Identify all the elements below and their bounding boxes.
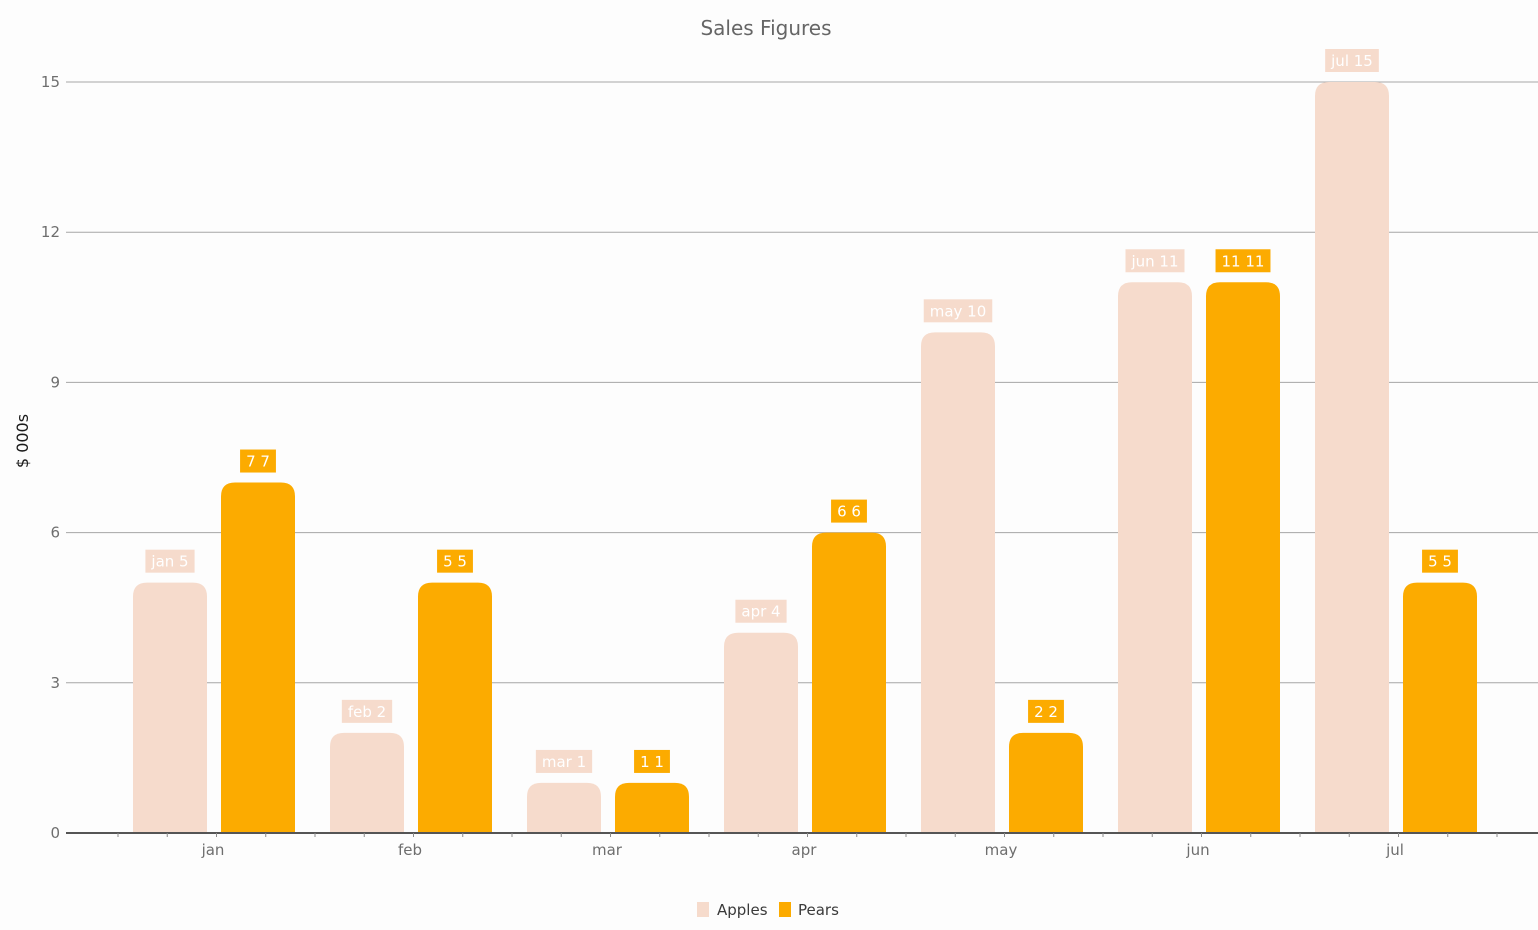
bar-pears-mar — [615, 782, 689, 833]
data-label-box — [634, 749, 670, 773]
data-label: jan 5 — [150, 553, 188, 571]
data-label: jun 11 — [1130, 252, 1178, 270]
data-label-box — [1028, 699, 1064, 723]
chart-title: Sales Figures — [700, 16, 831, 40]
y-tick-label: 0 — [50, 824, 60, 842]
data-label-box — [831, 499, 867, 523]
x-tick-label: feb — [398, 841, 422, 859]
y-axis-title: $ 000s — [13, 414, 32, 468]
bar-pears-may — [1009, 732, 1083, 833]
y-tick-label: 9 — [50, 373, 60, 391]
bar-apples-jan — [133, 582, 207, 833]
bar-pears-feb — [418, 582, 492, 833]
bar-pears-jul — [1403, 582, 1477, 833]
y-tick-label: 3 — [50, 674, 60, 692]
bar-apples-may — [921, 332, 995, 833]
data-label: 6 6 — [837, 503, 861, 521]
data-label-box — [535, 749, 593, 773]
data-label: 7 7 — [246, 453, 270, 471]
data-label-box — [1422, 549, 1458, 573]
bars — [133, 82, 1477, 833]
data-labels: jan 5 feb 2 mar 1 apr 4 may 10 jun 11 jul 15 7 … — [145, 49, 1458, 773]
data-label: 2 2 — [1034, 703, 1058, 721]
legend: Apples Pears — [697, 901, 839, 919]
legend-label-apples: Apples — [717, 901, 768, 919]
y-tick-label: 6 — [50, 524, 60, 542]
legend-swatch-pears — [779, 902, 791, 917]
data-label-box — [735, 599, 787, 623]
bar-apples-feb — [330, 732, 404, 833]
bar-apples-mar — [527, 782, 601, 833]
x-tick-label: jun — [1185, 841, 1209, 859]
x-tick-label: jul — [1385, 841, 1404, 859]
data-label-box — [240, 449, 276, 473]
x-tick-label: apr — [792, 841, 818, 859]
data-label: feb 2 — [348, 703, 386, 721]
data-label-box — [437, 549, 473, 573]
data-label-box — [341, 699, 393, 723]
x-axis: jan feb mar apr may jun jul — [66, 832, 1538, 859]
y-axis-ticks: 0 3 6 9 12 15 — [41, 73, 60, 842]
data-label-box — [1125, 249, 1185, 273]
y-tick-label: 12 — [41, 223, 60, 241]
data-label: apr 4 — [741, 603, 780, 621]
x-tick-label: may — [985, 841, 1018, 859]
bar-apples-apr — [724, 632, 798, 833]
data-label: jul 15 — [1330, 52, 1373, 70]
data-label: 5 5 — [443, 553, 467, 571]
bar-apples-jul — [1315, 82, 1389, 833]
bar-pears-jun — [1206, 282, 1280, 833]
bar-apples-jun — [1118, 282, 1192, 833]
data-label: may 10 — [930, 302, 987, 320]
y-tick-label: 15 — [41, 73, 60, 91]
gridlines — [66, 81, 1538, 684]
data-label: 11 11 — [1222, 252, 1265, 270]
bar-pears-jan — [221, 482, 295, 833]
data-label: 1 1 — [640, 753, 664, 771]
data-label-box — [1215, 249, 1271, 273]
data-label-box — [923, 299, 993, 323]
data-label-box — [145, 549, 195, 573]
x-tick-label: jan — [201, 841, 225, 859]
legend-label-pears: Pears — [798, 901, 839, 919]
bar-pears-apr — [812, 532, 886, 833]
legend-swatch-apples — [697, 902, 709, 917]
data-label: mar 1 — [542, 753, 586, 771]
data-label-box — [1325, 49, 1379, 72]
data-label: 5 5 — [1428, 553, 1452, 571]
x-tick-label: mar — [592, 841, 623, 859]
